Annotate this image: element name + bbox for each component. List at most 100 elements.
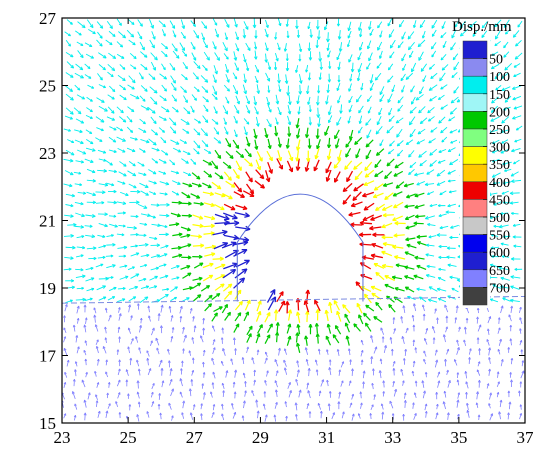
legend-label: 100 xyxy=(489,70,510,85)
vector-arrow xyxy=(366,129,372,139)
vector-arrow xyxy=(118,31,126,39)
vector-arrow xyxy=(191,52,197,61)
vector-arrow xyxy=(500,305,504,314)
vector-arrow xyxy=(430,72,438,80)
vector-arrow xyxy=(465,317,469,324)
vector-arrow xyxy=(107,71,114,78)
vector-arrow xyxy=(256,151,263,162)
vector-arrow xyxy=(392,191,403,197)
vector-arrow xyxy=(266,118,272,128)
vector-arrow xyxy=(478,348,481,356)
vector-arrow xyxy=(412,303,417,312)
vector-arrow xyxy=(454,20,460,28)
vector-arrow xyxy=(306,382,310,390)
vector-arrow xyxy=(150,391,154,398)
vector-arrow xyxy=(241,415,245,421)
vector-arrow xyxy=(160,304,164,313)
vector-arrow xyxy=(193,128,201,136)
vector-arrow xyxy=(443,390,447,398)
vector-arrow xyxy=(338,369,342,376)
vector-arrow xyxy=(287,105,292,115)
vector-arrow xyxy=(431,19,438,29)
vector-arrow xyxy=(379,30,383,38)
vector-arrow xyxy=(214,263,226,270)
vector-arrow xyxy=(468,348,472,355)
vector-arrow xyxy=(211,312,218,322)
vector-arrow xyxy=(148,169,157,175)
vector-arrow xyxy=(85,234,96,239)
vector-arrow xyxy=(183,171,192,176)
vector-arrow xyxy=(212,347,216,355)
vector-arrow xyxy=(130,232,139,237)
vector-arrow xyxy=(376,62,382,69)
vector-arrow xyxy=(147,106,156,114)
vector-arrow xyxy=(348,380,352,386)
vector-arrow xyxy=(86,168,96,174)
vector-arrow xyxy=(222,161,232,169)
vector-arrow xyxy=(106,264,116,269)
vector-arrow xyxy=(363,202,375,211)
vector-arrow xyxy=(255,159,262,171)
vector-arrow xyxy=(67,139,75,144)
vector-arrow xyxy=(519,381,523,388)
vector-arrow xyxy=(138,277,147,282)
vector-arrow xyxy=(488,368,491,376)
vector-arrow xyxy=(73,415,77,421)
vector-arrow xyxy=(256,410,260,419)
vector-arrow xyxy=(404,286,415,293)
vector-arrow xyxy=(357,126,363,134)
vector-arrow xyxy=(211,118,219,125)
vector-arrow xyxy=(232,139,240,149)
vector-arrow xyxy=(285,62,290,72)
vector-arrow xyxy=(84,42,93,48)
vector-arrow xyxy=(157,403,161,410)
vector-arrow xyxy=(501,190,509,195)
vector-arrow xyxy=(447,379,451,388)
vector-arrow xyxy=(412,402,415,409)
vector-arrow xyxy=(337,149,342,161)
vector-arrow xyxy=(224,19,230,28)
vector-arrow xyxy=(360,349,364,357)
vector-arrow xyxy=(508,314,512,322)
vector-arrow xyxy=(382,213,394,218)
vector-arrow xyxy=(277,150,283,162)
vector-arrow xyxy=(371,242,384,249)
vector-arrow xyxy=(137,303,140,310)
vector-arrow xyxy=(442,40,447,49)
vector-arrow xyxy=(267,323,273,333)
vector-arrow xyxy=(139,51,148,58)
vector-arrow xyxy=(108,214,117,218)
vector-arrow xyxy=(63,327,67,334)
vector-arrow xyxy=(285,53,289,62)
y-tick-label: 15 xyxy=(39,414,56,433)
vector-arrow xyxy=(170,315,174,322)
vector-arrow xyxy=(65,93,74,101)
vector-arrow xyxy=(427,223,436,227)
vector-arrow xyxy=(130,338,134,345)
vector-arrow xyxy=(115,401,119,407)
vector-arrow xyxy=(359,29,363,38)
vector-arrow xyxy=(118,254,127,258)
vector-arrow xyxy=(435,391,439,400)
vector-arrow xyxy=(511,179,522,184)
vector-arrow xyxy=(106,276,114,280)
vector-arrow xyxy=(498,224,509,229)
vector-arrow xyxy=(211,357,215,366)
tunnel-boundary xyxy=(236,193,364,302)
vector-arrow xyxy=(75,268,84,272)
vector-arrow xyxy=(170,265,180,270)
vector-arrow xyxy=(118,307,121,313)
vector-arrow xyxy=(447,203,456,208)
vector-arrow xyxy=(72,379,76,387)
vector-arrow xyxy=(307,138,312,149)
vector-arrow xyxy=(83,324,87,333)
vector-arrow xyxy=(128,161,136,167)
vector-arrow xyxy=(416,181,425,186)
vector-arrow xyxy=(439,190,447,196)
vector-arrow xyxy=(360,402,363,409)
vector-arrow xyxy=(158,158,167,164)
vector-arrow xyxy=(363,293,372,304)
vector-arrow xyxy=(146,357,150,366)
vector-arrow xyxy=(400,73,406,82)
vector-arrow xyxy=(275,331,280,343)
